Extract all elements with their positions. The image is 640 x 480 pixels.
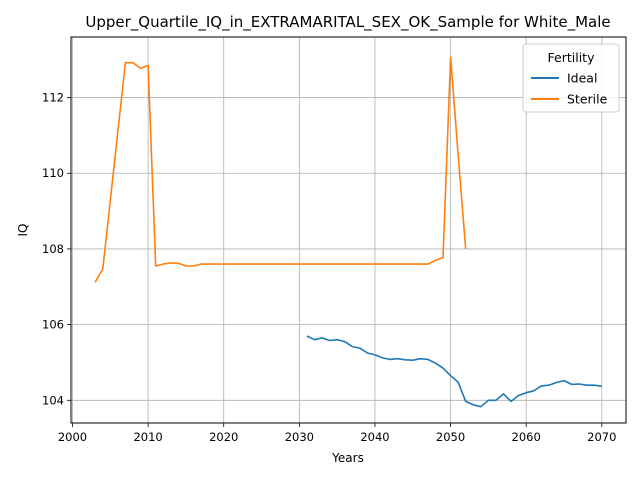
x-tick-label: 2020 [209, 430, 238, 444]
y-tick-label: 104 [42, 393, 64, 407]
y-tick-label: 110 [42, 166, 64, 180]
x-tick-label: 2010 [133, 430, 162, 444]
x-axis-label: Years [331, 451, 364, 465]
x-axis: 2000 2010 2020 2030 2040 2050 2060 2070 [58, 423, 616, 444]
plot-frame [70, 36, 627, 424]
y-axis: 104 106 108 110 112 [42, 91, 71, 407]
x-tick-label: 2050 [436, 430, 465, 444]
chart-title: Upper_Quartile_IQ_in_EXTRAMARITAL_SEX_OK… [85, 13, 610, 32]
y-axis-label: IQ [16, 224, 30, 237]
y-tick-label: 108 [42, 242, 64, 256]
x-tick-label: 2060 [512, 430, 541, 444]
y-tick-label: 106 [42, 318, 64, 332]
series-line-ideal [306, 335, 602, 408]
x-tick-label: 2030 [285, 430, 314, 444]
legend-title: Fertility [548, 50, 596, 65]
x-tick-label: 2040 [360, 430, 389, 444]
legend: Fertility Ideal Sterile [522, 43, 620, 113]
legend-box [522, 43, 620, 113]
legend-label-sterile: Sterile [567, 92, 608, 107]
x-tick-label: 2070 [587, 430, 616, 444]
y-tick-label: 112 [42, 91, 64, 105]
legend-label-ideal: Ideal [567, 71, 597, 86]
x-tick-label: 2000 [58, 430, 87, 444]
series-line-sterile [94, 56, 467, 283]
series-lines [94, 56, 602, 408]
